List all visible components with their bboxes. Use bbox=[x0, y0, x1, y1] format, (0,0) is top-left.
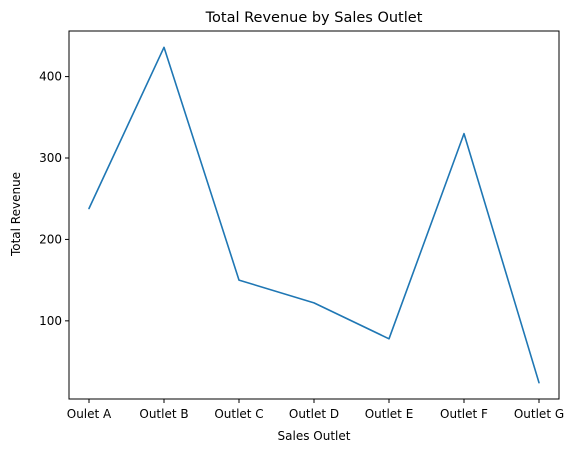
x-tick-label: Outlet F bbox=[440, 407, 488, 421]
x-tick-label: Outlet E bbox=[365, 407, 414, 421]
y-tick-label: 300 bbox=[39, 151, 62, 165]
y-tick-label: 400 bbox=[39, 70, 62, 84]
x-tick-label: Outlet C bbox=[214, 407, 263, 421]
x-tick-label: Oulet A bbox=[67, 407, 112, 421]
x-tick-label: Outlet B bbox=[139, 407, 188, 421]
y-tick-label: 100 bbox=[39, 314, 62, 328]
y-axis-label: Total Revenue bbox=[9, 172, 23, 257]
x-tick-label: Outlet D bbox=[289, 407, 339, 421]
x-axis-label: Sales Outlet bbox=[278, 429, 351, 443]
chart-title: Total Revenue by Sales Outlet bbox=[205, 10, 423, 26]
x-tick-label: Outlet G bbox=[514, 407, 564, 421]
y-tick-label: 200 bbox=[39, 232, 62, 246]
